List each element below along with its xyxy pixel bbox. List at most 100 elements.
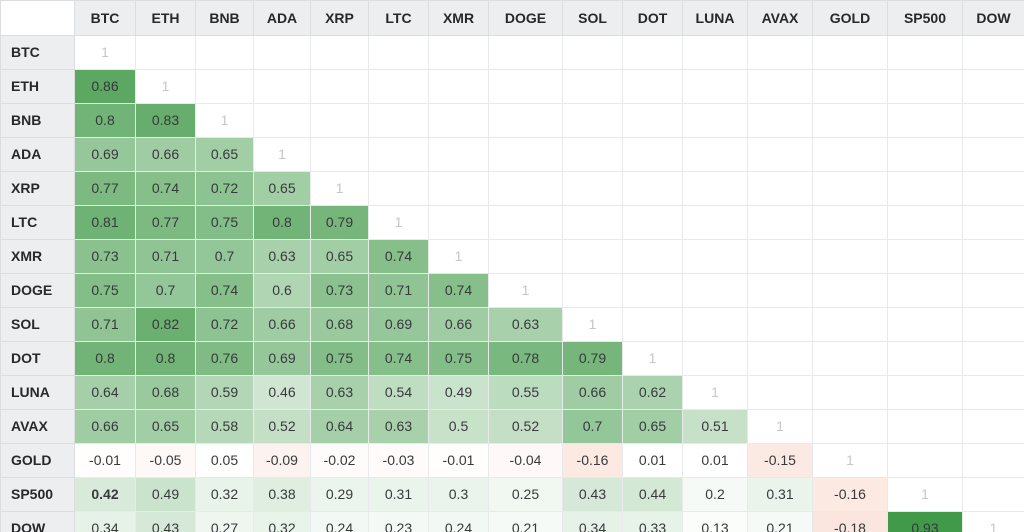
correlation-cell[interactable]: 0.43 <box>135 511 196 532</box>
correlation-cell[interactable]: 0.58 <box>195 409 254 444</box>
correlation-cell[interactable]: 0.2 <box>682 477 748 512</box>
correlation-cell[interactable]: 0.75 <box>310 341 369 376</box>
correlation-cell[interactable]: 0.52 <box>488 409 563 444</box>
correlation-cell[interactable]: 0.63 <box>253 239 311 274</box>
correlation-cell[interactable]: 0.55 <box>488 375 563 410</box>
correlation-cell[interactable]: 0.93 <box>887 511 963 532</box>
correlation-cell[interactable]: 0.7 <box>135 273 196 308</box>
correlation-cell[interactable]: 0.65 <box>310 239 369 274</box>
correlation-cell[interactable]: 0.46 <box>253 375 311 410</box>
correlation-cell[interactable]: 0.54 <box>368 375 429 410</box>
correlation-cell[interactable]: 0.01 <box>622 443 683 478</box>
correlation-cell[interactable]: 0.77 <box>74 171 136 206</box>
correlation-cell[interactable]: 0.24 <box>428 511 489 532</box>
correlation-cell[interactable]: 0.25 <box>488 477 563 512</box>
correlation-cell[interactable]: 0.68 <box>135 375 196 410</box>
correlation-cell[interactable]: 0.31 <box>368 477 429 512</box>
correlation-cell[interactable]: 0.51 <box>682 409 748 444</box>
correlation-cell[interactable]: 0.52 <box>253 409 311 444</box>
correlation-cell[interactable]: 0.62 <box>622 375 683 410</box>
correlation-cell[interactable]: 0.32 <box>253 511 311 532</box>
correlation-cell[interactable]: 0.5 <box>428 409 489 444</box>
correlation-cell[interactable]: -0.05 <box>135 443 196 478</box>
correlation-cell[interactable]: 0.7 <box>562 409 623 444</box>
correlation-cell[interactable]: 0.8 <box>74 103 136 138</box>
correlation-cell[interactable]: 0.69 <box>368 307 429 342</box>
correlation-cell[interactable]: 0.43 <box>562 477 623 512</box>
correlation-cell[interactable]: 0.69 <box>74 137 136 172</box>
correlation-cell[interactable]: 0.73 <box>74 239 136 274</box>
correlation-cell[interactable]: -0.16 <box>812 477 888 512</box>
correlation-cell[interactable]: 0.79 <box>562 341 623 376</box>
correlation-cell[interactable]: 0.21 <box>488 511 563 532</box>
correlation-cell[interactable]: 0.32 <box>195 477 254 512</box>
correlation-cell[interactable]: 0.8 <box>74 341 136 376</box>
correlation-cell[interactable]: 0.34 <box>74 511 136 532</box>
correlation-cell[interactable]: 0.79 <box>310 205 369 240</box>
correlation-cell[interactable]: 0.31 <box>747 477 813 512</box>
correlation-cell[interactable]: 0.66 <box>135 137 196 172</box>
correlation-cell[interactable]: 0.8 <box>253 205 311 240</box>
correlation-cell[interactable]: 0.13 <box>682 511 748 532</box>
correlation-cell[interactable]: 0.66 <box>253 307 311 342</box>
correlation-cell[interactable]: 0.33 <box>622 511 683 532</box>
correlation-cell[interactable]: 0.49 <box>135 477 196 512</box>
correlation-cell[interactable]: 0.63 <box>368 409 429 444</box>
correlation-cell[interactable]: 0.71 <box>368 273 429 308</box>
correlation-cell[interactable]: 0.83 <box>135 103 196 138</box>
correlation-cell[interactable]: 0.74 <box>195 273 254 308</box>
correlation-cell[interactable]: 0.77 <box>135 205 196 240</box>
correlation-cell[interactable]: -0.18 <box>812 511 888 532</box>
correlation-cell[interactable]: 0.74 <box>368 341 429 376</box>
correlation-cell[interactable]: 0.3 <box>428 477 489 512</box>
correlation-cell[interactable]: 0.71 <box>135 239 196 274</box>
correlation-cell[interactable]: 0.68 <box>310 307 369 342</box>
correlation-cell[interactable]: -0.04 <box>488 443 563 478</box>
correlation-cell[interactable]: 0.72 <box>195 171 254 206</box>
correlation-cell[interactable]: -0.16 <box>562 443 623 478</box>
correlation-cell[interactable]: -0.03 <box>368 443 429 478</box>
correlation-cell[interactable]: 0.74 <box>428 273 489 308</box>
correlation-cell[interactable]: 0.21 <box>747 511 813 532</box>
correlation-cell[interactable]: 0.66 <box>562 375 623 410</box>
correlation-cell[interactable]: 0.66 <box>428 307 489 342</box>
correlation-cell[interactable]: 0.01 <box>682 443 748 478</box>
correlation-cell[interactable]: 0.76 <box>195 341 254 376</box>
correlation-cell[interactable]: 0.66 <box>74 409 136 444</box>
correlation-cell[interactable]: 0.63 <box>310 375 369 410</box>
correlation-cell[interactable]: 0.81 <box>74 205 136 240</box>
correlation-cell[interactable]: 0.65 <box>135 409 196 444</box>
correlation-cell[interactable]: 0.8 <box>135 341 196 376</box>
correlation-cell[interactable]: 0.75 <box>195 205 254 240</box>
correlation-cell[interactable]: 0.75 <box>74 273 136 308</box>
correlation-cell[interactable]: 0.34 <box>562 511 623 532</box>
correlation-cell[interactable]: 0.65 <box>622 409 683 444</box>
correlation-cell[interactable]: 0.82 <box>135 307 196 342</box>
correlation-cell[interactable]: 0.65 <box>195 137 254 172</box>
correlation-cell[interactable]: -0.02 <box>310 443 369 478</box>
correlation-cell[interactable]: 0.64 <box>74 375 136 410</box>
correlation-cell[interactable]: 0.27 <box>195 511 254 532</box>
correlation-cell[interactable]: 0.78 <box>488 341 563 376</box>
correlation-cell[interactable]: 0.7 <box>195 239 254 274</box>
correlation-cell[interactable]: 0.42 <box>74 477 136 512</box>
correlation-cell[interactable]: 0.05 <box>195 443 254 478</box>
correlation-cell[interactable]: 0.65 <box>253 171 311 206</box>
correlation-cell[interactable]: 0.71 <box>74 307 136 342</box>
correlation-cell[interactable]: 0.49 <box>428 375 489 410</box>
correlation-cell[interactable]: 0.63 <box>488 307 563 342</box>
correlation-cell[interactable]: -0.09 <box>253 443 311 478</box>
correlation-cell[interactable]: -0.01 <box>428 443 489 478</box>
correlation-cell[interactable]: -0.01 <box>74 443 136 478</box>
correlation-cell[interactable]: 0.74 <box>368 239 429 274</box>
correlation-cell[interactable]: 0.6 <box>253 273 311 308</box>
correlation-cell[interactable]: 0.75 <box>428 341 489 376</box>
correlation-cell[interactable]: 0.69 <box>253 341 311 376</box>
correlation-cell[interactable]: 0.29 <box>310 477 369 512</box>
correlation-cell[interactable]: 0.44 <box>622 477 683 512</box>
correlation-cell[interactable]: 0.59 <box>195 375 254 410</box>
correlation-cell[interactable]: -0.15 <box>747 443 813 478</box>
correlation-cell[interactable]: 0.72 <box>195 307 254 342</box>
correlation-cell[interactable]: 0.74 <box>135 171 196 206</box>
correlation-cell[interactable]: 0.23 <box>368 511 429 532</box>
